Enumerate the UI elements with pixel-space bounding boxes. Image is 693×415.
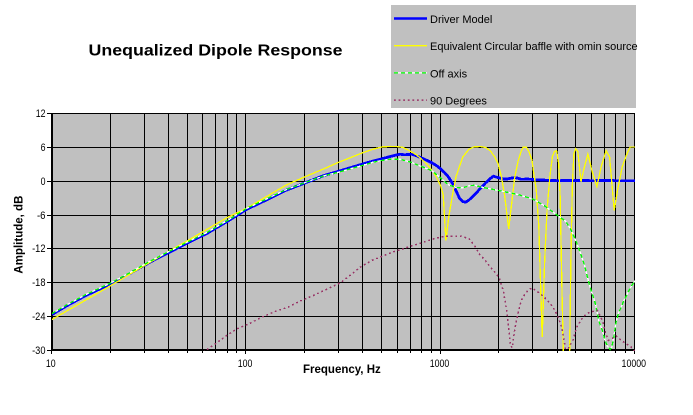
svg-text:6: 6	[41, 142, 46, 154]
svg-text:Frequency, Hz: Frequency, Hz	[303, 364, 381, 376]
svg-text:10000: 10000	[622, 358, 647, 370]
svg-text:10: 10	[46, 358, 56, 370]
svg-text:-6: -6	[37, 210, 46, 222]
svg-text:-24: -24	[32, 311, 45, 323]
svg-text:Equivalent Circular baffle wit: Equivalent Circular baffle with omin sou…	[430, 41, 638, 53]
svg-text:Amplitude, dB: Amplitude, dB	[14, 196, 26, 274]
svg-text:Unequalized Dipole Response: Unequalized Dipole Response	[89, 43, 343, 60]
svg-text:0: 0	[41, 176, 46, 188]
svg-text:Off axis: Off axis	[430, 68, 468, 80]
svg-text:-30: -30	[32, 345, 45, 357]
svg-text:90 Degrees: 90 Degrees	[430, 96, 487, 108]
svg-text:Driver Model: Driver Model	[430, 14, 492, 26]
svg-text:-18: -18	[32, 277, 45, 289]
svg-text:1000: 1000	[430, 358, 450, 370]
svg-text:100: 100	[238, 358, 253, 370]
svg-text:12: 12	[36, 108, 46, 120]
svg-text:-12: -12	[32, 243, 45, 255]
